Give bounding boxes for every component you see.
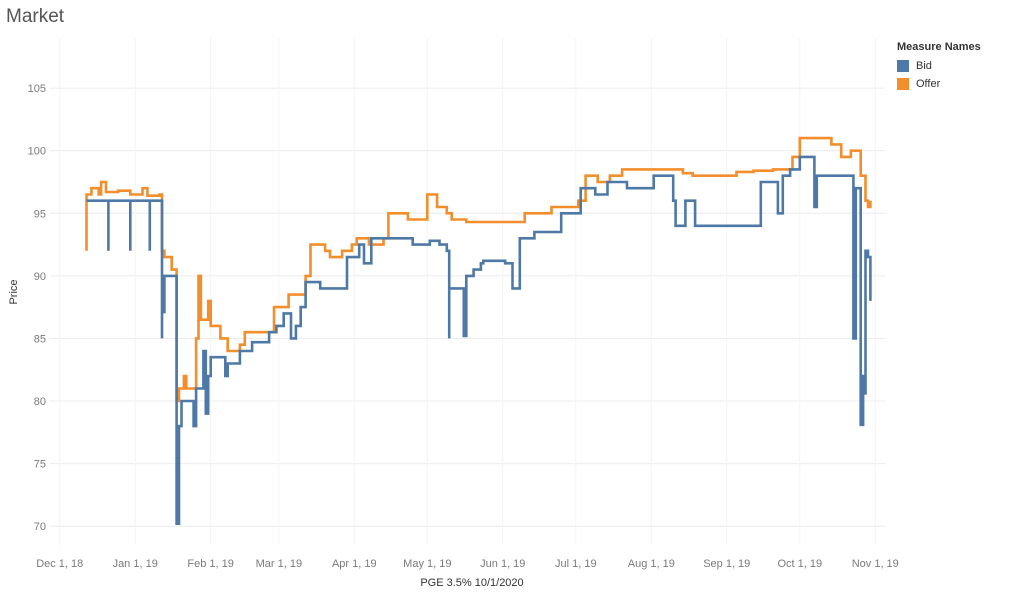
x-tick-label: May 1, 19 xyxy=(403,558,451,570)
x-tick-label: Jun 1, 19 xyxy=(480,558,525,570)
offer-swatch xyxy=(897,78,909,90)
series-line-offer[interactable] xyxy=(85,136,872,403)
legend-title: Measure Names xyxy=(897,41,981,53)
y-tick-label: 75 xyxy=(34,459,46,471)
y-tick-label: 95 xyxy=(34,208,46,220)
x-tick-label: Nov 1, 19 xyxy=(852,558,899,570)
y-tick-label: 85 xyxy=(34,333,46,345)
x-tick-label: Feb 1, 19 xyxy=(187,558,233,570)
x-tick-label: Oct 1, 19 xyxy=(777,558,822,570)
legend-label-offer: Offer xyxy=(916,78,941,90)
x-tick-label: Sep 1, 19 xyxy=(703,558,750,570)
page-title: Market xyxy=(6,6,65,27)
y-tick-label: 100 xyxy=(28,146,46,158)
x-axis-title: PGE 3.5% 10/1/2020 xyxy=(420,577,523,589)
legend: Measure Names Bid Offer xyxy=(897,41,981,93)
series-layer xyxy=(85,136,872,525)
y-tick-label: 90 xyxy=(34,271,46,283)
x-tick-label: Aug 1, 19 xyxy=(628,558,675,570)
y-tick-label: 70 xyxy=(34,521,46,533)
x-tick-label: Dec 1, 18 xyxy=(36,558,83,570)
y-tick-label: 105 xyxy=(28,83,46,95)
series-line-bid[interactable] xyxy=(86,155,872,525)
y-axis: 70 75 80 85 90 95 100 105 xyxy=(28,83,46,533)
x-tick-label: Apr 1, 19 xyxy=(332,558,377,570)
grid-lines xyxy=(50,38,885,545)
x-axis: Dec 1, 18 Jan 1, 19 Feb 1, 19 Mar 1, 19 Apr … xyxy=(36,558,899,570)
legend-label-bid: Bid xyxy=(916,60,932,72)
x-tick-label: Mar 1, 19 xyxy=(256,558,302,570)
legend-item-bid[interactable]: Bid xyxy=(897,57,981,75)
x-tick-label: Jul 1, 19 xyxy=(555,558,597,570)
legend-item-offer[interactable]: Offer xyxy=(897,75,981,93)
y-tick-label: 80 xyxy=(34,396,46,408)
bid-swatch xyxy=(897,60,909,72)
x-tick-label: Jan 1, 19 xyxy=(113,558,158,570)
y-axis-title: Price xyxy=(8,279,20,304)
